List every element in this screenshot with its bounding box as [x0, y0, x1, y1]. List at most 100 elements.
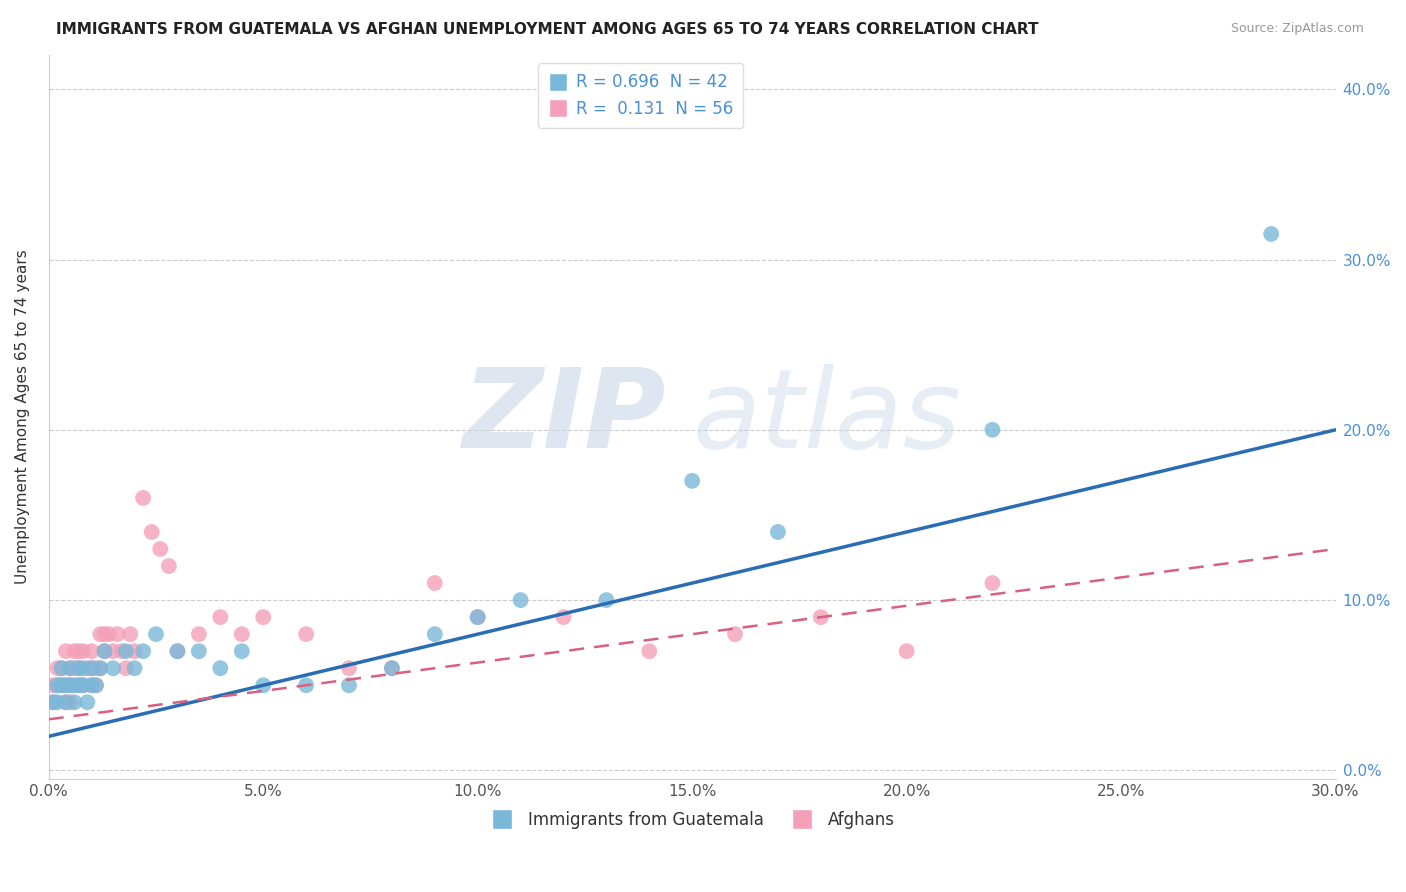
- Point: [80, 661, 103, 675]
- Point: [51, 661, 73, 675]
- Point: [80, 678, 103, 692]
- Point: [252, 678, 274, 692]
- Point: [337, 661, 360, 675]
- Point: [595, 593, 617, 607]
- Point: [59, 661, 82, 675]
- Point: [80, 678, 103, 692]
- Point: [93, 627, 115, 641]
- Y-axis label: Unemployment Among Ages 65 to 74 years: Unemployment Among Ages 65 to 74 years: [15, 250, 30, 584]
- Point: [80, 644, 103, 658]
- Point: [124, 644, 146, 658]
- Point: [423, 576, 446, 591]
- Point: [55, 678, 77, 692]
- Point: [132, 644, 155, 658]
- Point: [67, 661, 90, 675]
- Point: [638, 644, 661, 658]
- Point: [111, 644, 134, 658]
- Point: [97, 627, 120, 641]
- Point: [337, 678, 360, 692]
- Point: [295, 627, 318, 641]
- Point: [51, 661, 73, 675]
- Point: [981, 576, 1004, 591]
- Point: [72, 678, 94, 692]
- Point: [42, 678, 65, 692]
- Point: [59, 695, 82, 709]
- Point: [93, 644, 115, 658]
- Point: [84, 661, 107, 675]
- Point: [252, 610, 274, 624]
- Point: [46, 661, 69, 675]
- Point: [141, 524, 163, 539]
- Point: [59, 661, 82, 675]
- Point: [1260, 227, 1282, 241]
- Point: [896, 644, 918, 658]
- Point: [72, 644, 94, 658]
- Point: [423, 627, 446, 641]
- Point: [381, 661, 404, 675]
- Point: [84, 678, 107, 692]
- Point: [295, 678, 318, 692]
- Point: [231, 627, 253, 641]
- Point: [72, 678, 94, 692]
- Point: [166, 644, 188, 658]
- Point: [59, 678, 82, 692]
- Point: [766, 524, 789, 539]
- Point: [46, 695, 69, 709]
- Point: [124, 661, 146, 675]
- Point: [101, 661, 124, 675]
- Point: [467, 610, 489, 624]
- Point: [89, 661, 111, 675]
- Point: [63, 695, 86, 709]
- Point: [724, 627, 747, 641]
- Point: [209, 661, 232, 675]
- Point: [89, 661, 111, 675]
- Point: [467, 610, 489, 624]
- Point: [55, 695, 77, 709]
- Point: [55, 644, 77, 658]
- Point: [67, 661, 90, 675]
- Point: [84, 678, 107, 692]
- Point: [46, 678, 69, 692]
- Point: [76, 695, 98, 709]
- Point: [231, 644, 253, 658]
- Point: [89, 627, 111, 641]
- Point: [101, 644, 124, 658]
- Point: [55, 695, 77, 709]
- Text: IMMIGRANTS FROM GUATEMALA VS AFGHAN UNEMPLOYMENT AMONG AGES 65 TO 74 YEARS CORRE: IMMIGRANTS FROM GUATEMALA VS AFGHAN UNEM…: [56, 22, 1039, 37]
- Point: [51, 678, 73, 692]
- Legend: Immigrants from Guatemala, Afghans: Immigrants from Guatemala, Afghans: [484, 805, 901, 836]
- Point: [132, 491, 155, 505]
- Point: [63, 661, 86, 675]
- Point: [509, 593, 531, 607]
- Point: [67, 678, 90, 692]
- Point: [157, 559, 180, 574]
- Point: [42, 695, 65, 709]
- Point: [105, 627, 128, 641]
- Point: [42, 695, 65, 709]
- Text: Source: ZipAtlas.com: Source: ZipAtlas.com: [1230, 22, 1364, 36]
- Text: ZIP: ZIP: [463, 364, 666, 470]
- Point: [55, 678, 77, 692]
- Point: [149, 541, 172, 556]
- Point: [120, 627, 142, 641]
- Text: atlas: atlas: [692, 364, 960, 470]
- Point: [981, 423, 1004, 437]
- Point: [810, 610, 832, 624]
- Point: [145, 627, 167, 641]
- Point: [46, 678, 69, 692]
- Point: [681, 474, 703, 488]
- Point: [67, 644, 90, 658]
- Point: [209, 610, 232, 624]
- Point: [51, 678, 73, 692]
- Point: [553, 610, 575, 624]
- Point: [72, 661, 94, 675]
- Point: [187, 644, 209, 658]
- Point: [115, 644, 138, 658]
- Point: [93, 644, 115, 658]
- Point: [67, 678, 90, 692]
- Point: [63, 678, 86, 692]
- Point: [63, 644, 86, 658]
- Point: [166, 644, 188, 658]
- Point: [187, 627, 209, 641]
- Point: [381, 661, 404, 675]
